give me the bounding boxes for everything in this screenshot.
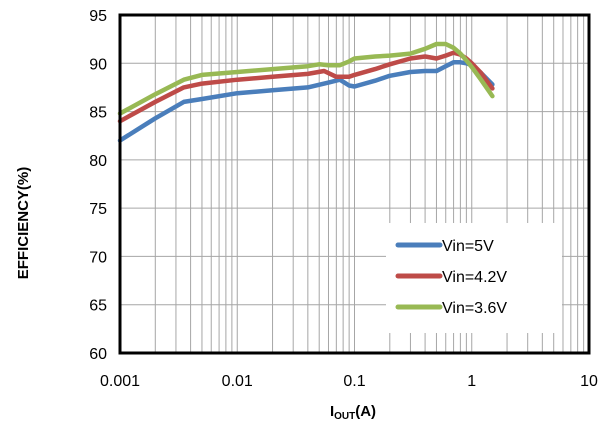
x-tick-label: 0.001 [100, 373, 140, 390]
y-tick-label: 65 [89, 298, 107, 315]
y-tick-label: 90 [89, 56, 107, 73]
x-tick-label: 0.1 [343, 373, 365, 390]
y-tick-label: 60 [89, 346, 107, 363]
legend: Vin=5V Vin=4.2V Vin=3.6V [386, 223, 562, 333]
legend-label-3: Vin=3.6V [442, 300, 507, 317]
y-tick-label: 70 [89, 249, 107, 266]
y-axis-title: EFFICIENCY(%) [15, 167, 32, 280]
x-axis-title: IOUT(A) [330, 403, 376, 422]
y-tick-label: 80 [89, 153, 107, 170]
x-tick-label: 1 [467, 373, 476, 390]
y-tick-labels: 60 65 70 75 80 85 90 95 [89, 8, 107, 363]
legend-label-2: Vin=4.2V [442, 269, 507, 286]
series-line-1 [117, 60, 495, 143]
y-tick-label: 85 [89, 105, 107, 122]
series-lines [117, 41, 495, 143]
x-axis-title-sub: OUT [334, 411, 355, 422]
x-axis-title-suffix: (A) [355, 403, 376, 420]
x-axis-title-main: I [330, 403, 334, 420]
y-tick-label: 75 [89, 201, 107, 218]
series-line-3 [117, 41, 495, 116]
x-tick-label: 0.01 [222, 373, 253, 390]
x-tick-label: 10 [580, 373, 598, 390]
plot-frame [118, 13, 591, 355]
y-tick-label: 95 [89, 8, 107, 25]
x-tick-labels: 0.001 0.01 0.1 1 10 [100, 373, 598, 390]
legend-label-1: Vin=5V [442, 238, 494, 255]
